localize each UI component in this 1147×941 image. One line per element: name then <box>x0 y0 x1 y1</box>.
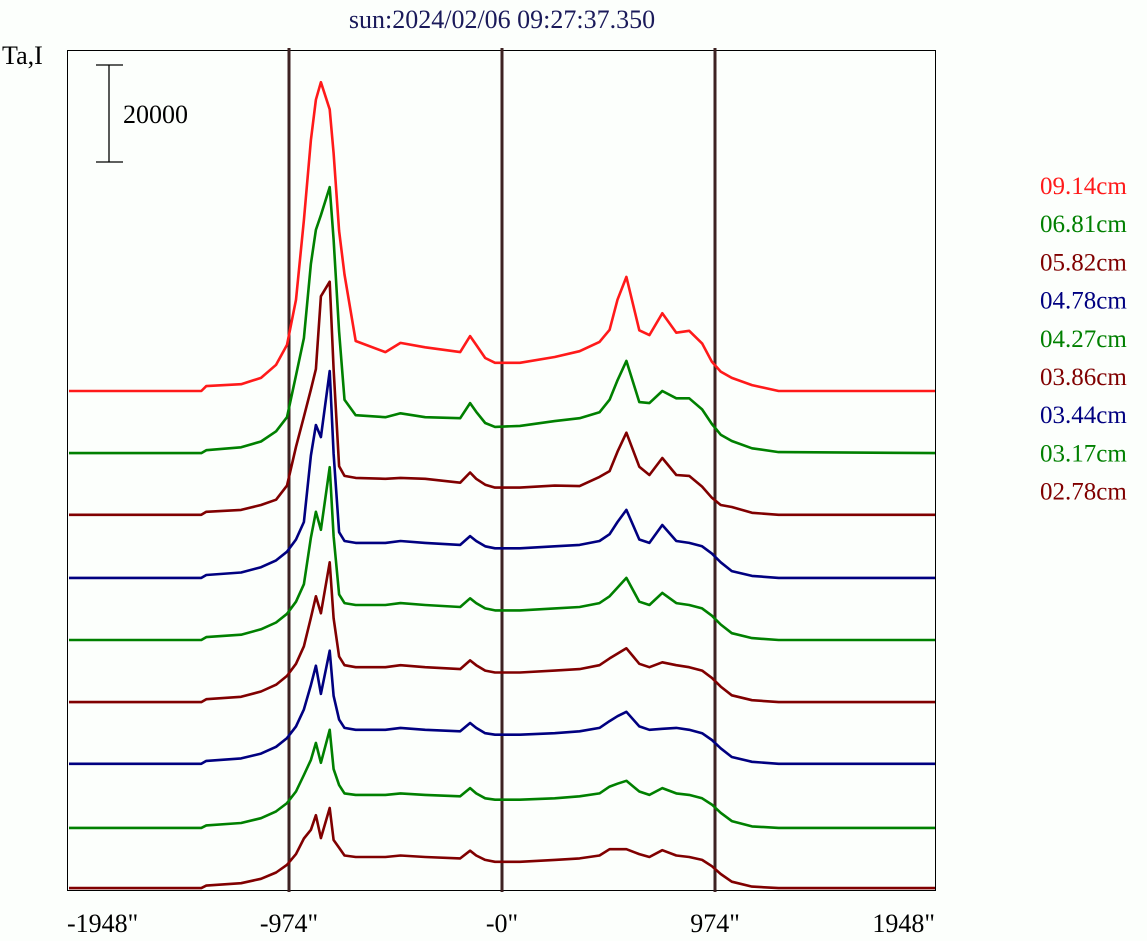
y-axis-label: Ta,I <box>2 41 43 70</box>
trace-03.44cm <box>69 649 935 766</box>
scale-bar: 20000 <box>96 64 188 163</box>
x-tick-label: -974" <box>260 909 318 938</box>
x-tick-label: -1948" <box>67 909 138 938</box>
trace-04.27cm <box>69 465 935 642</box>
trace-06.81cm <box>69 185 936 455</box>
chart-title: sun:2024/02/06 09:27:37.350 <box>349 5 655 34</box>
legend-item: 03.17cm <box>1040 440 1127 467</box>
x-tick-label: 974" <box>690 909 740 938</box>
trace-02.78cm <box>69 806 935 890</box>
legend-item: 05.82cm <box>1040 249 1127 276</box>
legend-item: 04.78cm <box>1040 288 1127 315</box>
legend-item: 06.81cm <box>1040 211 1127 238</box>
legend: 09.14cm 06.81cm 05.82cm 04.78cm 04.27cm 03.86… <box>1040 173 1127 506</box>
trace-03.17cm <box>69 728 935 830</box>
trace-09.14cm <box>69 80 935 393</box>
legend-item: 02.78cm <box>1040 479 1127 506</box>
traces <box>69 80 936 890</box>
legend-item: 09.14cm <box>1040 173 1127 200</box>
limb-lines <box>287 48 717 892</box>
x-tick-label: 1948" <box>872 909 935 938</box>
legend-item: 03.44cm <box>1040 402 1127 429</box>
trace-05.82cm <box>69 280 935 517</box>
x-tick-label: -0" <box>486 909 518 938</box>
legend-item: 03.86cm <box>1040 364 1127 391</box>
legend-item: 04.27cm <box>1040 326 1127 353</box>
trace-04.78cm <box>69 369 935 580</box>
scale-bar-label: 20000 <box>123 100 188 129</box>
trace-03.86cm <box>69 560 935 704</box>
x-tick-labels: -1948" -974" -0" 974" 1948" <box>67 909 935 938</box>
